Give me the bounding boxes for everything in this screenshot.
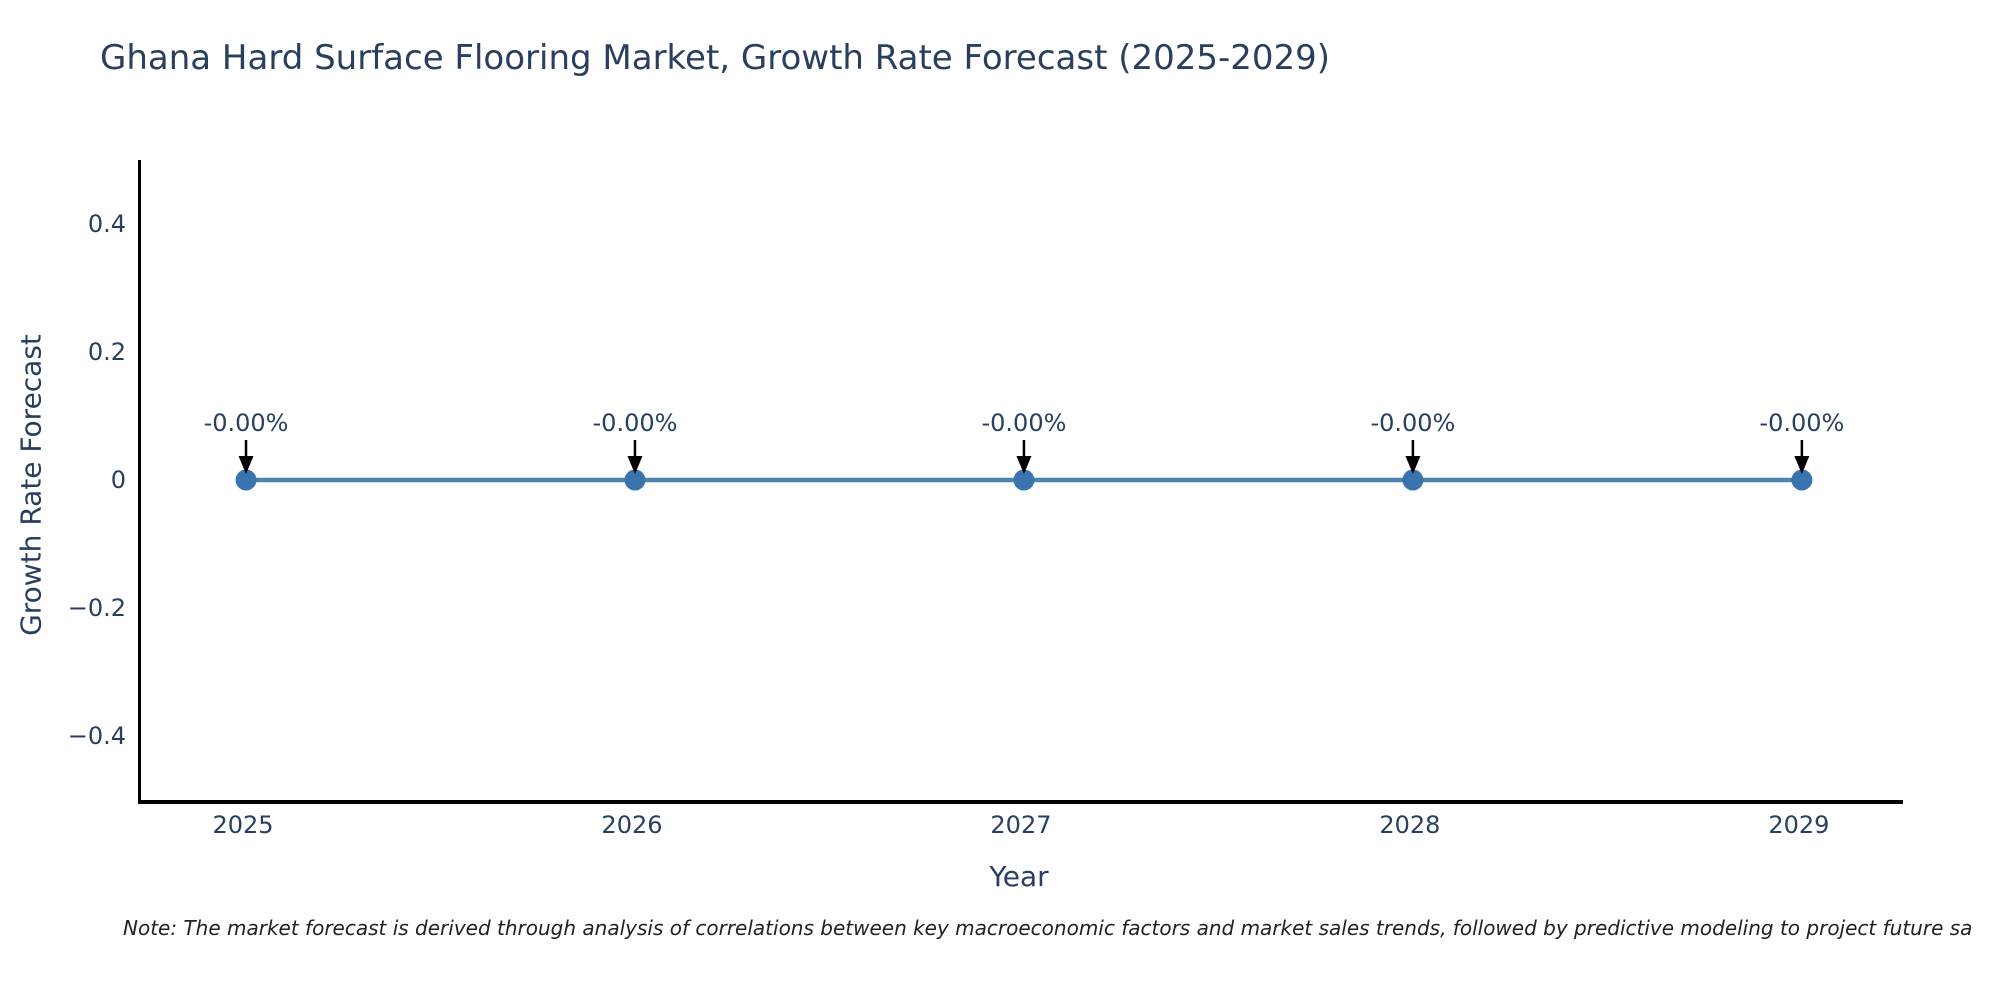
y-tick-label: −0.4 bbox=[67, 722, 126, 750]
x-tick-label: 2029 bbox=[1768, 811, 1830, 839]
data-point-label: -0.00% bbox=[1370, 409, 1455, 437]
series-plot: -0.00% -0.00% -0.00% -0.00% -0.00% bbox=[204, 409, 1844, 491]
y-tick-label: −0.2 bbox=[67, 594, 126, 622]
data-point-label: -0.00% bbox=[204, 409, 289, 437]
footnote: Note: The market forecast is derived thr… bbox=[123, 916, 1973, 940]
annotation-arrowhead-icon bbox=[238, 456, 254, 474]
x-tick-label: 2025 bbox=[212, 811, 274, 839]
x-axis-title: Year bbox=[989, 860, 1049, 893]
annotation-arrowhead-icon bbox=[627, 456, 643, 474]
annotation-arrowhead-icon bbox=[1405, 456, 1421, 474]
data-point-label: -0.00% bbox=[593, 409, 678, 437]
data-point-marker bbox=[1791, 469, 1813, 491]
data-point-label: -0.00% bbox=[981, 409, 1066, 437]
data-point-marker bbox=[624, 469, 646, 491]
x-tick-label: 2028 bbox=[1379, 811, 1441, 839]
y-tick-label: 0 bbox=[110, 466, 126, 494]
data-point-marker bbox=[235, 469, 257, 491]
data-point-label: -0.00% bbox=[1759, 409, 1844, 437]
annotation-arrowhead-icon bbox=[1016, 456, 1032, 474]
y-tick-label: 0.2 bbox=[87, 338, 126, 366]
x-tick-label: 2026 bbox=[601, 811, 663, 839]
data-point-marker bbox=[1013, 469, 1035, 491]
plot-area: -0.00% -0.00% -0.00% -0.00% -0.00% bbox=[138, 160, 1903, 804]
annotation-arrowhead-icon bbox=[1794, 456, 1810, 474]
data-point-marker bbox=[1402, 469, 1424, 491]
x-tick-label: 2027 bbox=[990, 811, 1052, 839]
chart-title: Ghana Hard Surface Flooring Market, Grow… bbox=[100, 38, 1331, 78]
y-tick-label: 0.4 bbox=[87, 210, 126, 238]
